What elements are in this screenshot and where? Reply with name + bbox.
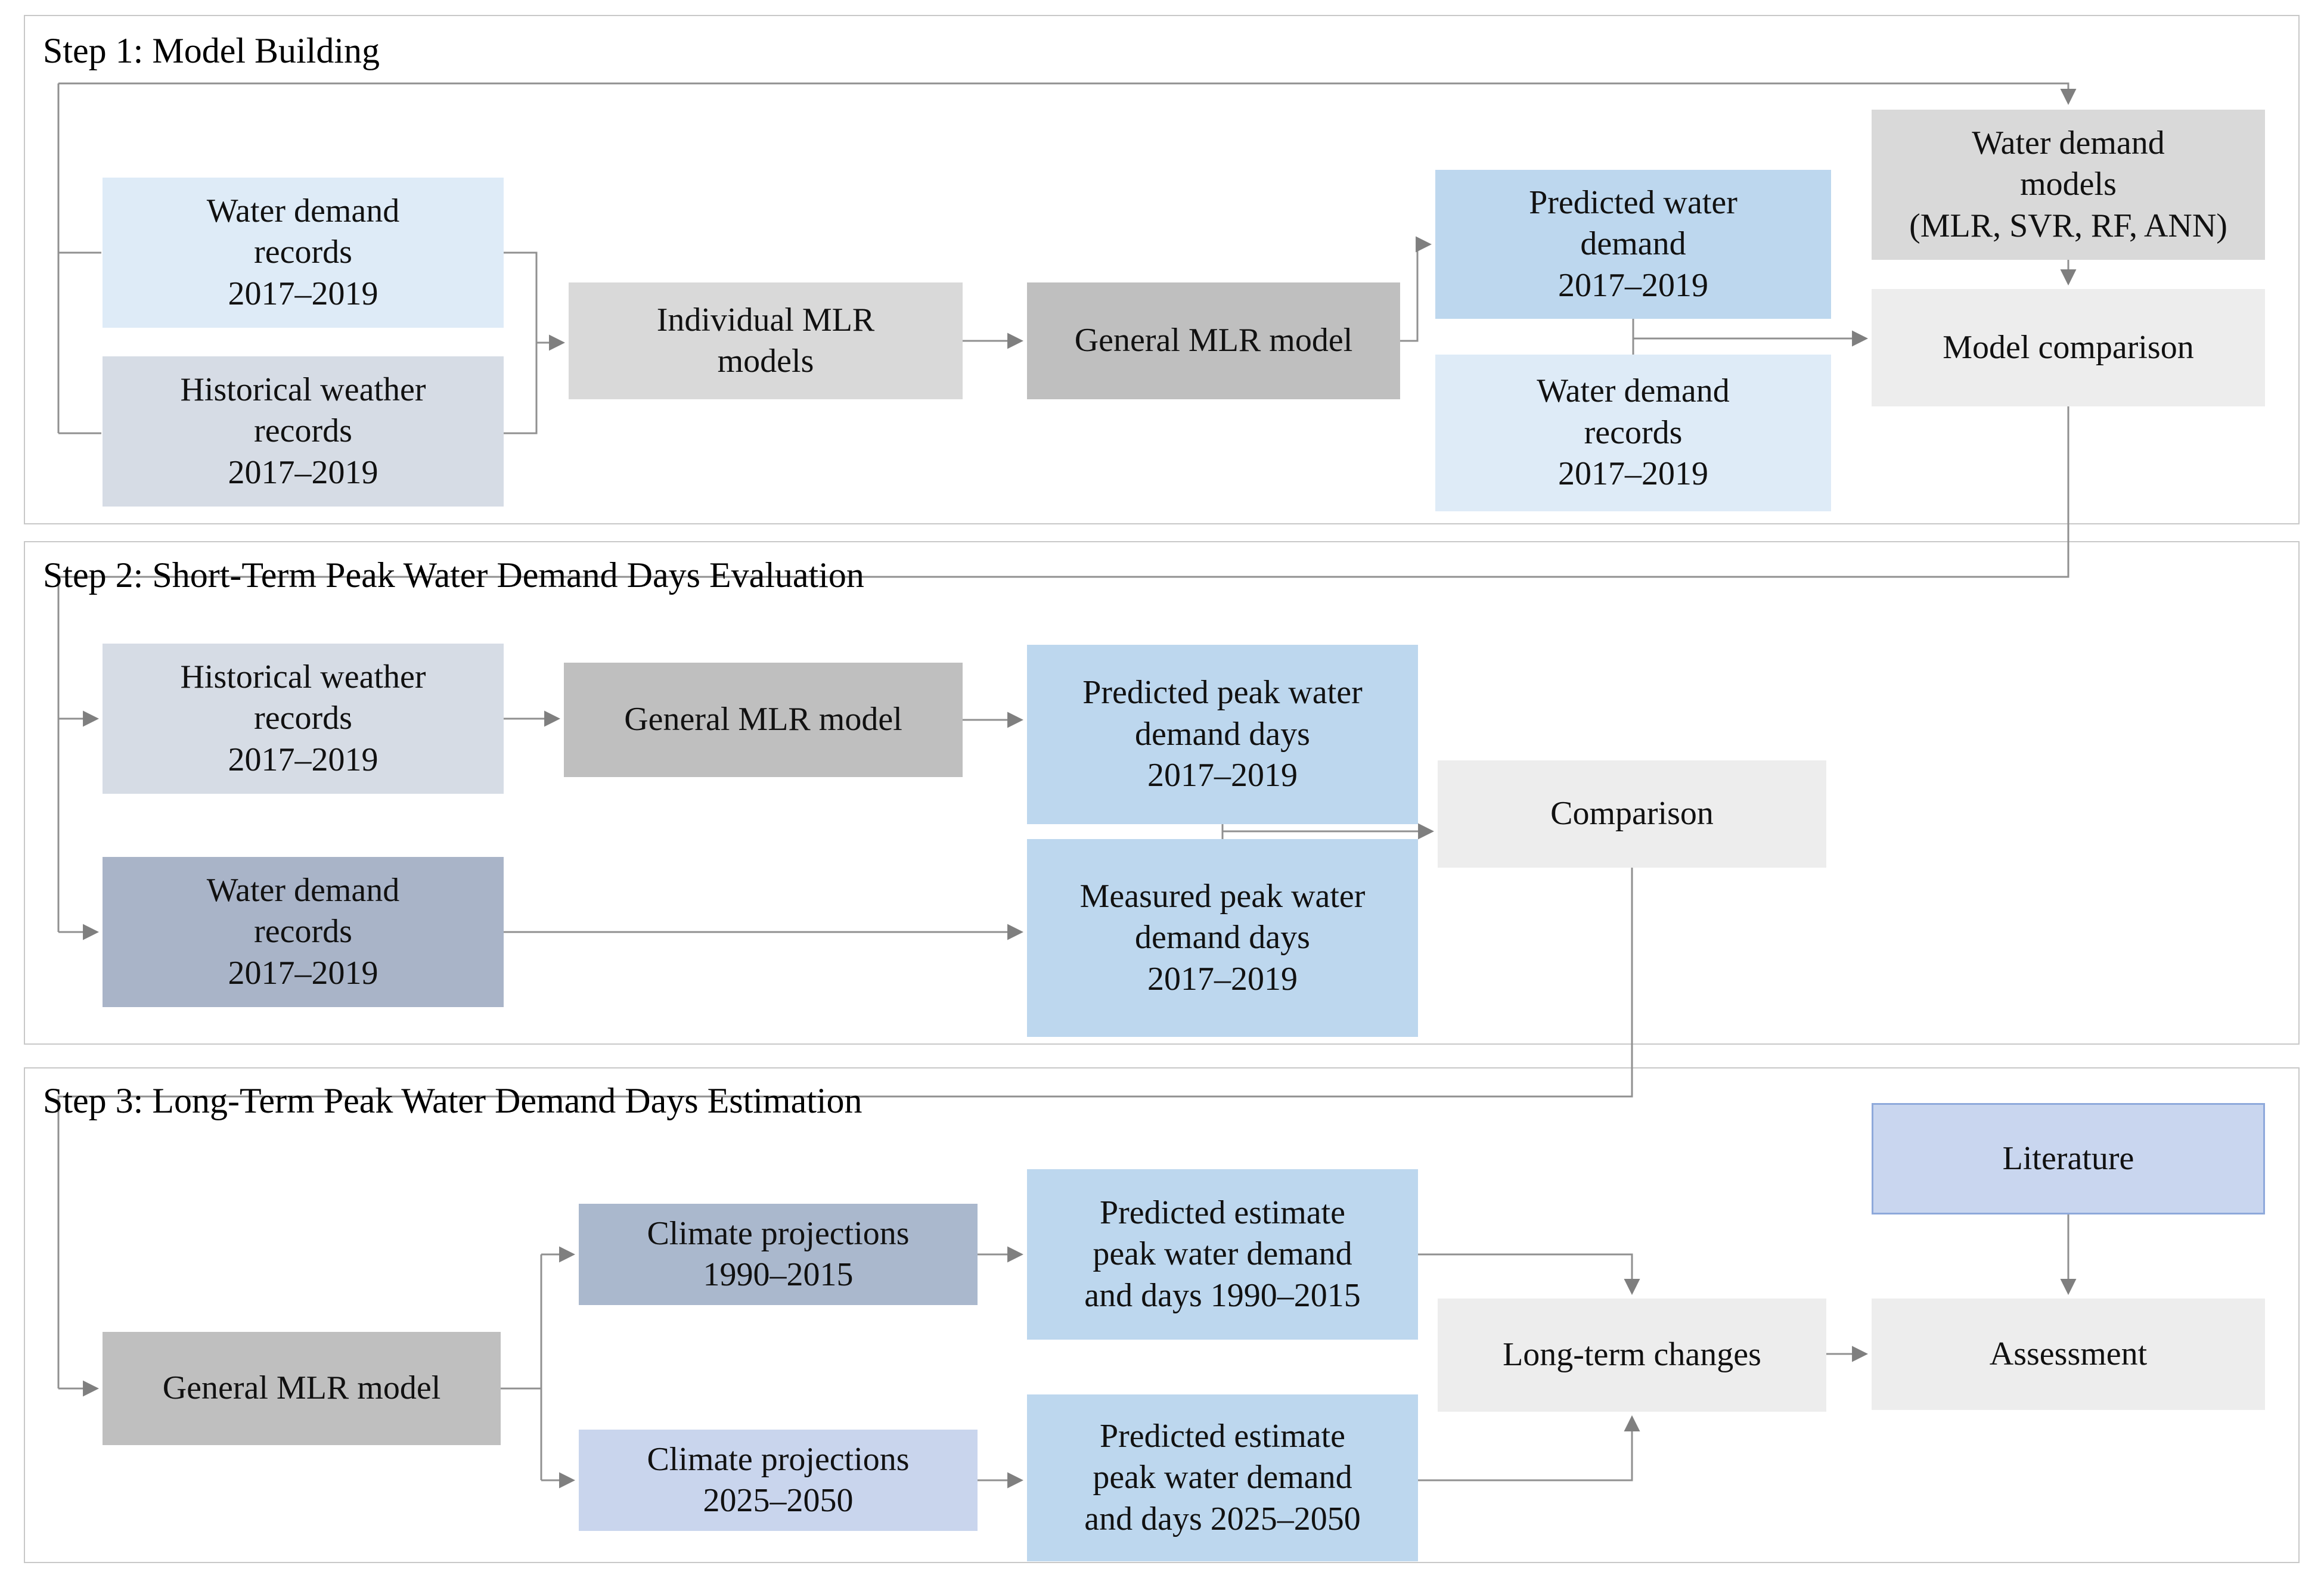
- step1-box-predicted-water-demand: Predicted water demand 2017–2019: [1435, 170, 1831, 319]
- step3-box-climate-1990-label: Climate projections 1990–2015: [647, 1214, 910, 1293]
- step1-box-individual-mlr-models: Individual MLR models: [569, 282, 963, 399]
- step3-box-climate-2025-label: Climate projections 2025–2050: [647, 1440, 910, 1519]
- step1-box-general-mlr-model-label: General MLR model: [1074, 322, 1353, 359]
- step3-box-long-term-changes: Long-term changes: [1438, 1299, 1826, 1412]
- step1-box-individual-mlr-models-label: Individual MLR models: [656, 301, 875, 380]
- step2-box-predicted-peak-label: Predicted peak water demand days 2017–20…: [1082, 674, 1363, 794]
- step1-box-water-demand-records-right: Water demand records 2017–2019: [1435, 355, 1831, 511]
- step1-box-water-demand-records: Water demand records 2017–2019: [103, 178, 504, 328]
- step3-box-climate-projections-1990-2015: Climate projections 1990–2015: [579, 1204, 978, 1305]
- step3-box-climate-projections-2025-2050: Climate projections 2025–2050: [579, 1430, 978, 1531]
- step3-box-general-mlr-model: General MLR model: [103, 1332, 501, 1445]
- step1-box-general-mlr-model: General MLR model: [1027, 282, 1400, 399]
- step3-box-general-mlr-model-label: General MLR model: [162, 1369, 441, 1407]
- step3-box-predicted-estimate-1990-2015: Predicted estimate peak water demand and…: [1027, 1169, 1418, 1340]
- step3-title: Step 3: Long-Term Peak Water Demand Days…: [43, 1081, 862, 1120]
- step3-box-predicted-estimate-1990-label: Predicted estimate peak water demand and…: [1084, 1194, 1361, 1314]
- step1-box-historical-weather-records: Historical weather records 2017–2019: [103, 356, 504, 507]
- step2-box-general-mlr-model: General MLR model: [564, 663, 963, 777]
- step2-box-measured-peak-label: Measured peak water demand days 2017–201…: [1079, 877, 1366, 998]
- step2-box-comparison: Comparison: [1438, 760, 1826, 868]
- step2-box-comparison-label: Comparison: [1550, 795, 1714, 833]
- step2-box-historical-weather-records: Historical weather records 2017–2019: [103, 644, 504, 794]
- step1-box-predicted-water-demand-label: Predicted water demand 2017–2019: [1529, 184, 1737, 304]
- step1-box-water-demand-models-label: Water demand models (MLR, SVR, RF, ANN): [1909, 124, 2227, 244]
- step1-box-model-comparison-label: Model comparison: [1943, 328, 2194, 366]
- step2-box-general-mlr-model-label: General MLR model: [624, 701, 902, 738]
- step3-box-predicted-estimate-2025-label: Predicted estimate peak water demand and…: [1084, 1417, 1361, 1537]
- step3-box-long-term-changes-label: Long-term changes: [1503, 1336, 1761, 1374]
- step2-box-historical-weather-records-label: Historical weather records 2017–2019: [180, 658, 426, 778]
- step1-box-water-demand-records-right-label: Water demand records 2017–2019: [1537, 372, 1730, 493]
- step3-box-assessment: Assessment: [1872, 1299, 2265, 1410]
- step2-box-predicted-peak-water-demand-days: Predicted peak water demand days 2017–20…: [1027, 645, 1418, 824]
- step1-title: Step 1: Model Building: [43, 31, 380, 70]
- step3-box-literature: Literature: [1872, 1103, 2265, 1214]
- step1-box-water-demand-models: Water demand models (MLR, SVR, RF, ANN): [1872, 110, 2265, 260]
- step1-box-historical-weather-records-label: Historical weather records 2017–2019: [180, 371, 426, 491]
- step3-box-assessment-label: Assessment: [1989, 1335, 2148, 1372]
- step2-title: Step 2: Short-Term Peak Water Demand Day…: [43, 555, 864, 595]
- step2-box-water-demand-records: Water demand records 2017–2019: [103, 857, 504, 1007]
- step1-box-model-comparison: Model comparison: [1872, 289, 2265, 406]
- step1-box-water-demand-records-label: Water demand records 2017–2019: [206, 192, 400, 312]
- step3-box-predicted-estimate-2025-2050: Predicted estimate peak water demand and…: [1027, 1394, 1418, 1561]
- step2-box-measured-peak-water-demand-days: Measured peak water demand days 2017–201…: [1027, 839, 1418, 1037]
- step2-box-water-demand-records-label: Water demand records 2017–2019: [206, 871, 400, 992]
- step3-box-literature-label: Literature: [2002, 1139, 2134, 1177]
